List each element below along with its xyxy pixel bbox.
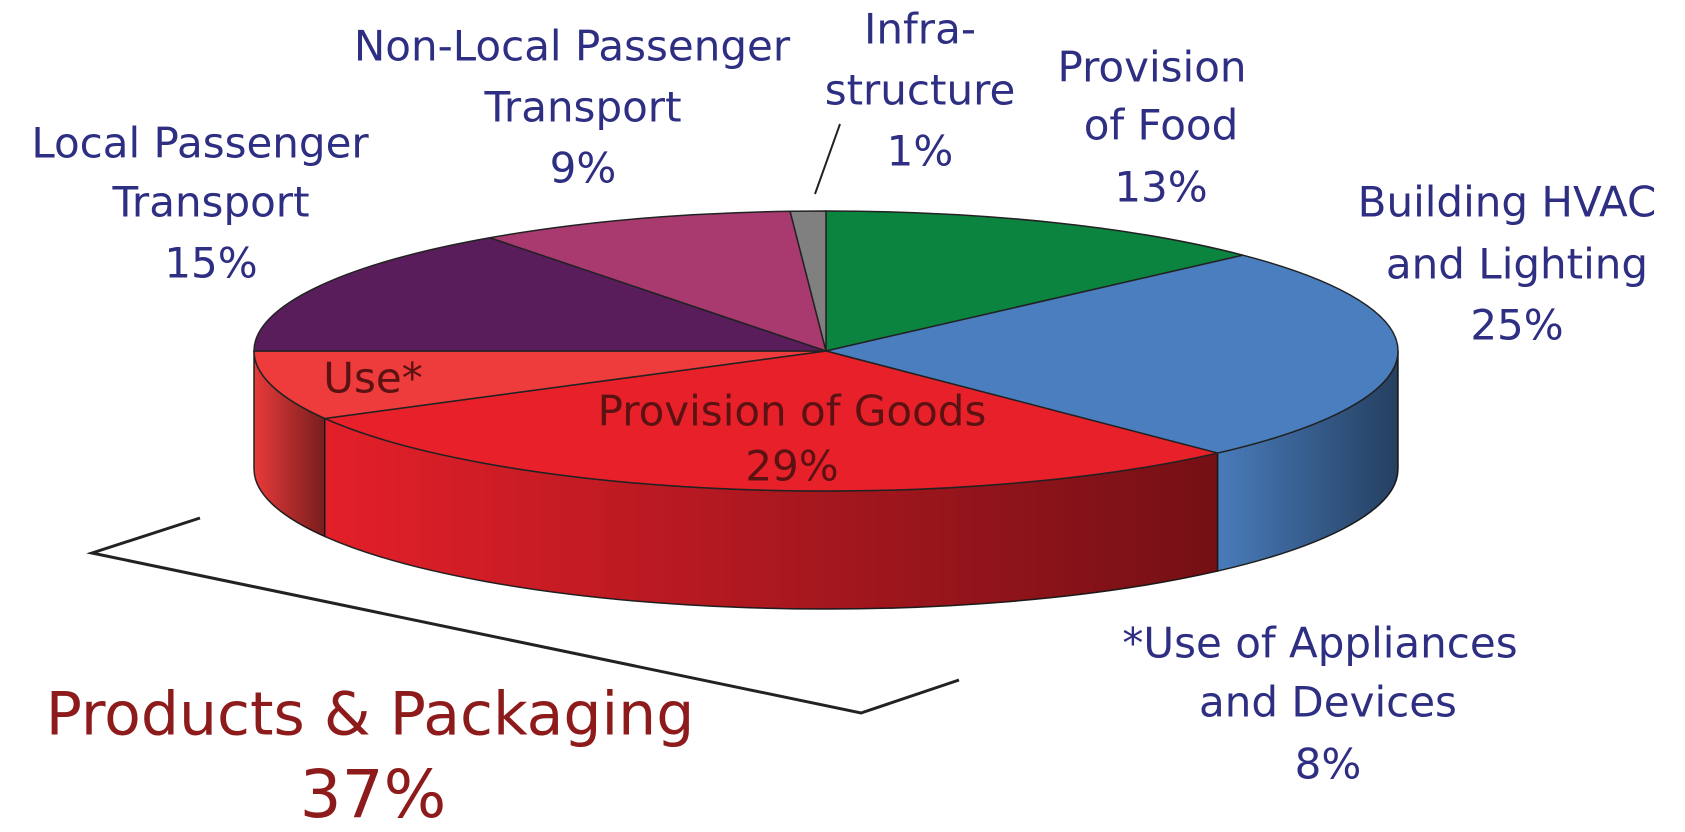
value-label: 9% <box>550 144 617 193</box>
footnote: and Devices <box>1199 678 1457 727</box>
group-bracket <box>86 516 960 715</box>
labels: Provision of Food 13% Building HVAC and Ligh… <box>31 5 1656 832</box>
slice-label: Transport <box>483 83 681 132</box>
group-value: 37% <box>300 756 447 832</box>
pie-tops <box>253 210 1399 492</box>
slice-label: Local Passenger <box>31 119 369 168</box>
pie-slice <box>789 210 827 352</box>
slice-label: Non-Local Passenger <box>354 22 791 71</box>
slice-label: Use* <box>323 354 422 403</box>
group-name: Products & Packaging <box>46 680 695 750</box>
value-label: 29% <box>745 442 838 491</box>
value-label: 1% <box>887 127 954 176</box>
pie-slice <box>253 350 827 420</box>
side-shade <box>324 418 1218 609</box>
pie-slice <box>825 210 1244 352</box>
leader-line <box>814 123 841 195</box>
slice-label: and Lighting <box>1386 240 1648 289</box>
value-label: 8% <box>1295 740 1362 789</box>
footnote: *Use of Appliances <box>1122 619 1517 668</box>
value-label: 15% <box>164 239 257 288</box>
slice-label: Provision of Goods <box>598 387 987 436</box>
pie-slice <box>253 236 827 352</box>
slice-label: Building HVAC <box>1358 178 1657 227</box>
pie-sides <box>253 350 1399 610</box>
pie-slice <box>825 254 1399 454</box>
slice-label: of Food <box>1084 101 1239 150</box>
value-label: 13% <box>1114 163 1207 212</box>
slice-label: Infra- <box>864 5 976 54</box>
pie-slice <box>322 350 1218 492</box>
slice-label: Provision <box>1057 43 1246 92</box>
side-shade <box>254 351 325 537</box>
pie-slice <box>489 210 828 353</box>
value-label: 25% <box>1470 301 1563 350</box>
slice-label: structure <box>825 66 1016 115</box>
slice-label: Transport <box>111 178 309 227</box>
